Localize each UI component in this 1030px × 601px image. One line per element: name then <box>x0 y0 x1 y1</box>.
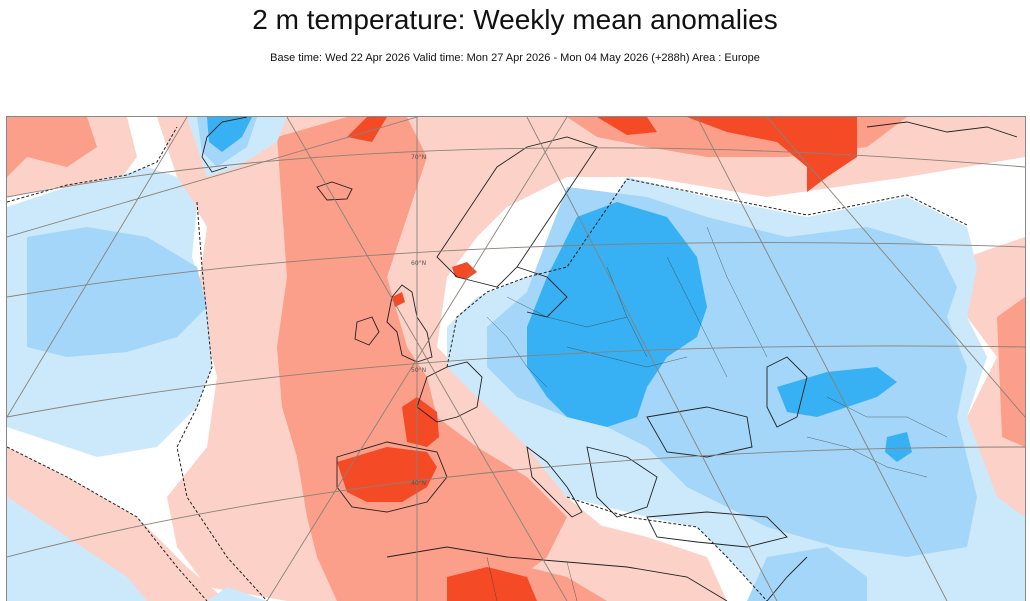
latitude-label-40: 40°N <box>411 480 426 487</box>
map-panel[interactable]: 70°N 60°N 50°N 40°N <box>6 116 1026 601</box>
warm-strong-area-north-africa <box>447 567 537 601</box>
coastline-scandinavia <box>436 136 598 288</box>
coastline-iceland <box>316 181 353 201</box>
coastline-baltic <box>516 266 568 318</box>
zero-contour-east-europe <box>446 178 968 368</box>
cold-weak-area-southwest <box>7 497 147 601</box>
zero-contour-west <box>176 201 268 601</box>
latitude-circle-60 <box>7 242 1025 298</box>
coastline-british-isles <box>386 284 433 363</box>
latitude-label-60: 60°N <box>411 260 426 267</box>
coastline-iberia <box>336 441 448 513</box>
border-east-europe-2 <box>666 256 728 378</box>
zero-contours <box>7 126 968 601</box>
warm-moderate-area-northwest <box>7 117 97 177</box>
coastline-ireland <box>354 316 380 346</box>
warm-strong-area-north-coast <box>597 117 657 135</box>
anomaly-map: 70°N 60°N 50°N 40°N <box>7 117 1025 601</box>
latitude-label-70: 70°N <box>411 154 426 161</box>
coastline-balkans <box>586 446 658 518</box>
coastline-italy <box>526 445 583 518</box>
longitude-line-2 <box>7 117 188 418</box>
warm-strong-area-scandinavia <box>452 262 477 279</box>
warm-strong-layer <box>337 117 857 601</box>
warm-strong-area-arctic <box>687 117 857 192</box>
border-east-europe-1 <box>606 266 648 358</box>
longitude-line-5 <box>286 117 568 601</box>
cold-strong-area-central-europe <box>527 202 707 427</box>
cold-moderate-area-atlantic <box>27 227 207 357</box>
warm-strong-area-biscay <box>402 397 439 447</box>
cold-strong-area-caspian <box>777 367 897 417</box>
latitude-circle-70 <box>7 147 1025 198</box>
coastline-caspian <box>766 356 808 428</box>
border-north-africa-1 <box>486 556 498 601</box>
cold-weak-area-south <box>207 587 267 601</box>
zero-contour-atlantic <box>7 126 178 203</box>
country-borders <box>486 226 948 601</box>
border-central-europe-1 <box>486 316 548 388</box>
longitude-line-7 <box>696 117 948 601</box>
border-middle-east <box>806 436 928 478</box>
warm-strong-area-norwegian-sea <box>347 117 387 142</box>
coastline-turkey <box>646 511 788 548</box>
coastline-greenland <box>201 117 248 173</box>
border-russia-west <box>706 226 768 358</box>
border-central-europe-2 <box>506 296 628 328</box>
coastline-black-sea <box>646 406 753 458</box>
coastline-west-europe <box>416 361 483 423</box>
latitude-circle-40 <box>7 446 1025 558</box>
coastline-arctic-islands <box>866 121 1018 138</box>
cold-moderate-area-south <box>747 547 867 601</box>
longitude-line-8 <box>766 117 1025 418</box>
border-north-africa-2 <box>566 561 578 601</box>
longitude-line-1 <box>7 117 418 238</box>
chart-title: 2 m temperature: Weekly mean anomalies <box>252 4 778 35</box>
longitude-line-6 <box>526 117 778 601</box>
cold-strong-area-east <box>885 432 912 462</box>
coastline-red-sea <box>766 556 808 601</box>
zero-contour-south <box>566 496 768 601</box>
zero-contour-southwest <box>7 446 208 601</box>
chart-subtitle: Base time: Wed 22 Apr 2026 Valid time: M… <box>270 52 760 64</box>
latitude-label-50: 50°N <box>411 367 426 374</box>
graticule <box>7 117 1025 601</box>
latitude-circle-50 <box>7 345 1025 418</box>
warm-moderate-area-south <box>337 537 607 601</box>
border-central-europe-3 <box>566 346 688 368</box>
